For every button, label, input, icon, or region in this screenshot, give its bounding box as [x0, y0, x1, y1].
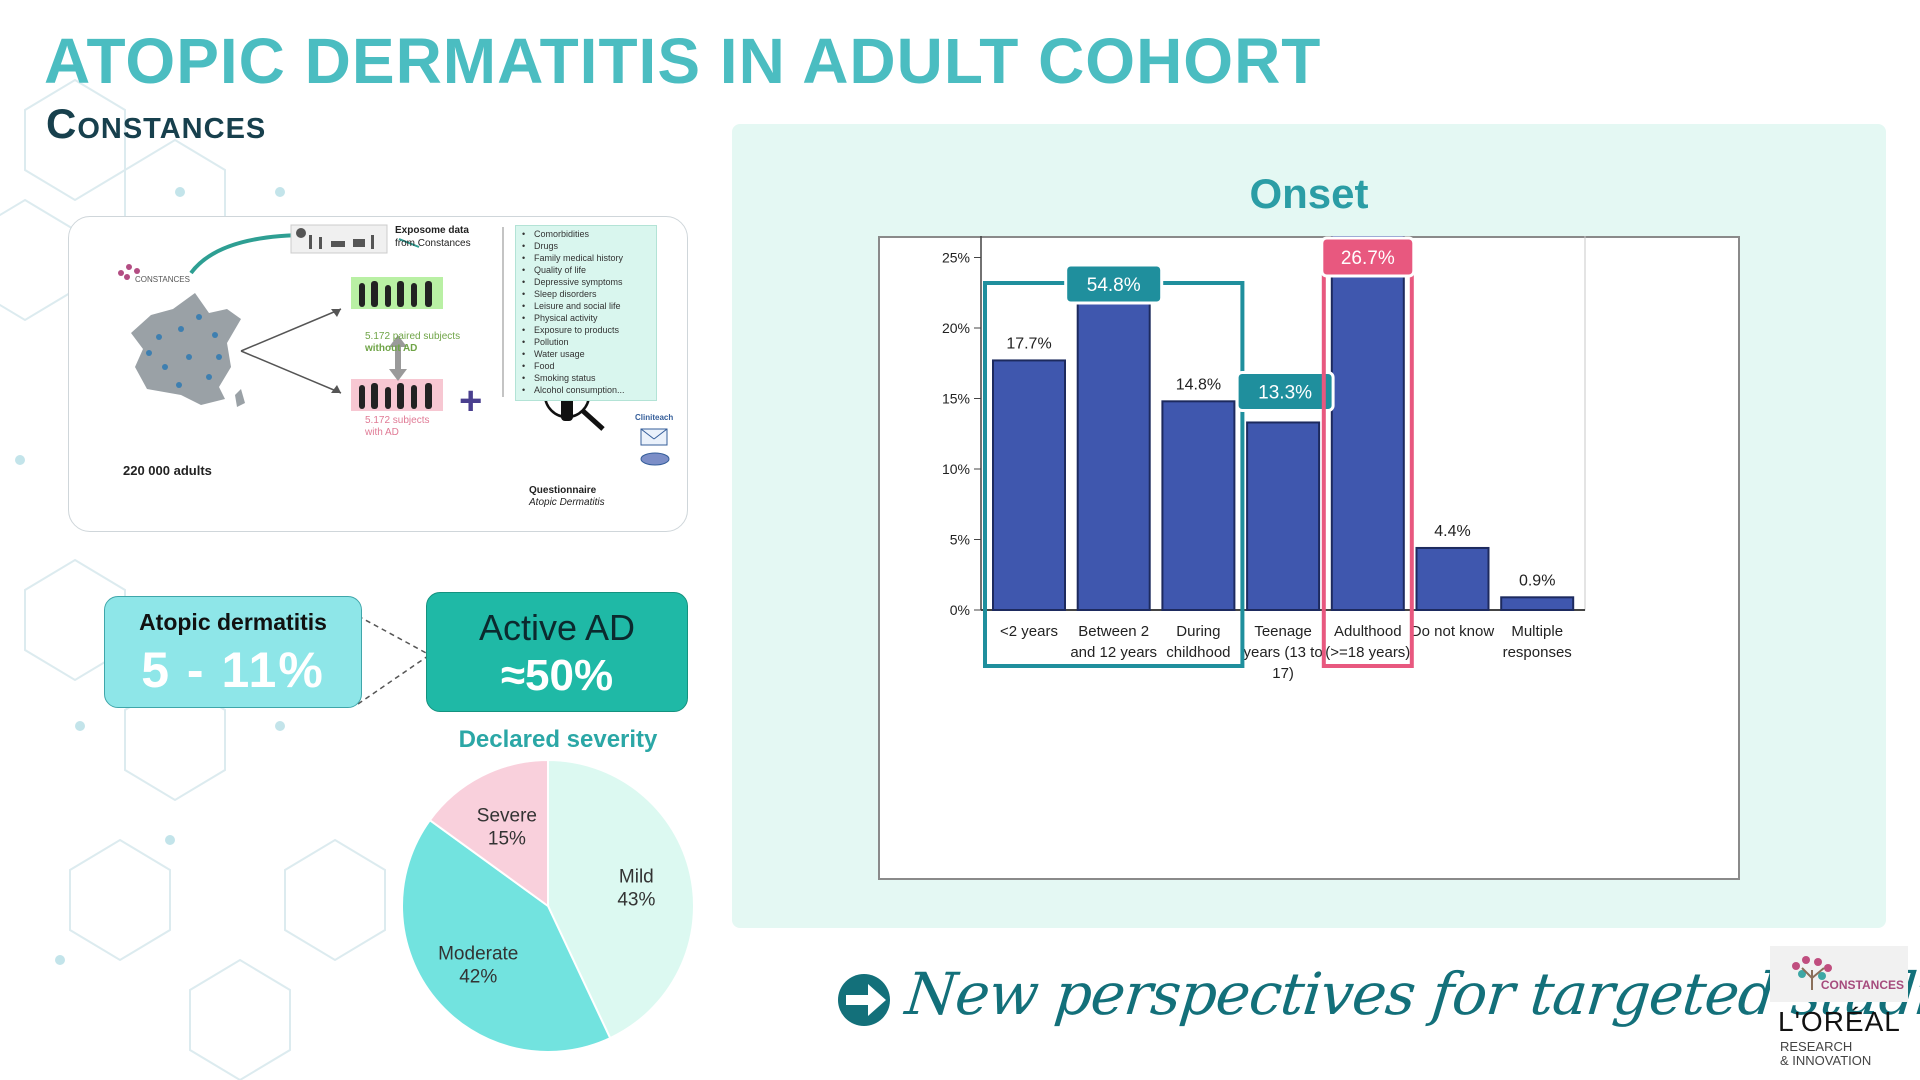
factor-item: Pollution: [522, 336, 650, 348]
plus-sign: +: [459, 379, 483, 423]
factor-item: Quality of life: [522, 264, 650, 276]
factor-item: Family medical history: [522, 252, 650, 264]
group-total-label: 54.8%: [1087, 275, 1141, 296]
adults-label: 220 000 adults: [123, 463, 212, 478]
curved-arrow-icon: [189, 233, 310, 275]
questionnaire-subtitle: Atopic Dermatitis: [529, 497, 605, 508]
y-tick-label: 0%: [950, 602, 970, 618]
bar: [1161, 400, 1236, 611]
severity-pie-chart: Mild 43% Moderate 42% Severe 15%: [401, 758, 695, 1053]
exposome-title: Exposome data: [395, 225, 469, 236]
bar: [1500, 596, 1575, 611]
pie-slice: [401, 818, 612, 1053]
constances-logo: CONSTANCES: [1770, 946, 1908, 1002]
bar: [992, 359, 1066, 612]
constances-logo-text: CONSTANCES: [1820, 978, 1904, 992]
pie-label: Moderate 42%: [438, 944, 518, 988]
factor-item: Food: [522, 360, 650, 372]
factor-item: Depressive symptoms: [522, 276, 650, 288]
factor-item: Comorbidities: [522, 228, 650, 240]
group-total-badge: [1235, 370, 1335, 412]
kpi-label: Active AD: [478, 607, 636, 648]
factor-item: Sleep disorders: [522, 288, 650, 300]
research-innovation-label: RESEARCH & INNOVATION: [1780, 1040, 1871, 1068]
atopic-dermatitis-kpi: Atopic dermatitis 5 - 11%: [104, 596, 362, 708]
questionnaire-title: Questionnaire: [529, 485, 597, 496]
kpi-connector-lines: [358, 616, 429, 705]
with-ad-label: with AD: [365, 427, 399, 438]
y-tick-label: 5%: [950, 532, 970, 548]
constances-label: CONSTANCES: [135, 275, 190, 284]
bar: [1246, 421, 1321, 611]
y-tick-label: 20%: [942, 320, 970, 336]
factor-item: Smoking status: [522, 372, 650, 384]
bar: [1330, 236, 1405, 612]
group-total-badge: [1320, 236, 1416, 278]
pie-label: Mild 43%: [617, 866, 655, 910]
x-tick-label: <2 years: [1000, 623, 1058, 640]
data-label: 17.7%: [1006, 335, 1051, 352]
email-icon: [640, 428, 668, 446]
factor-item: Alcohol consumption...: [522, 384, 650, 396]
bar: [1076, 294, 1151, 611]
x-tick-label: Teenage years (13 to 17): [1243, 623, 1322, 682]
kpi-label: Atopic dermatitis: [139, 609, 327, 635]
phone-icon: [640, 452, 670, 466]
data-label: 4.4%: [1434, 523, 1470, 540]
bar: [1415, 546, 1490, 611]
without-ad-label: without AD: [365, 343, 418, 354]
factor-item: Physical activity: [522, 312, 650, 324]
exposome-factors-list: Comorbidities Drugs Family medical histo…: [515, 225, 657, 401]
group-total-badge: [1064, 263, 1164, 305]
study-diagram-card: Exposome data from Constances CONSTANCES…: [68, 216, 688, 532]
tree-icon: [1792, 956, 1832, 990]
factor-item: Water usage: [522, 348, 650, 360]
exposome-subtitle: from Constances: [395, 238, 471, 249]
kpi-value: 5 - 11%: [141, 642, 325, 698]
pie-slice: [428, 758, 549, 908]
onset-bar-chart: 0%5%10%15%20%25%17.7%22.3%14.8%4.4%0.9%<…: [942, 236, 1586, 682]
x-tick-label: During childhood: [1166, 623, 1230, 661]
loreal-logo: L'ORÉAL: [1778, 1006, 1901, 1037]
with-ad-count: 5.172 subjects: [365, 415, 430, 426]
group-total-label: 13.3%: [1258, 382, 1312, 403]
onset-title: Onset: [1249, 170, 1369, 217]
factor-item: Drugs: [522, 240, 650, 252]
severity-title: Declared severity: [458, 726, 658, 753]
pie-label: Severe 15%: [477, 805, 537, 849]
kpi-value: ≈50%: [500, 651, 614, 700]
group-total-label: 26.7%: [1341, 248, 1395, 269]
page-title: ATOPIC DERMATITIS IN ADULT COHORT: [44, 25, 1322, 97]
x-tick-label: Multiple responses: [1503, 623, 1572, 661]
arrow-right-icon: [838, 974, 890, 1026]
data-label: 14.8%: [1176, 376, 1221, 393]
factor-item: Leisure and social life: [522, 300, 650, 312]
without-ad-count: 5.172 paired subjects: [365, 331, 461, 342]
y-tick-label: 15%: [942, 391, 970, 407]
double-arrow-icon: [389, 335, 407, 381]
ri-line-2: & INNOVATION: [1780, 1053, 1872, 1068]
y-tick-label: 10%: [942, 461, 970, 477]
partner-label: Cliniteach: [635, 413, 674, 422]
page-subtitle: Constances: [46, 100, 267, 147]
france-map-icon: [131, 293, 241, 405]
tagline: New perspectives for targeted studies: [902, 960, 1920, 1028]
data-label: 0.9%: [1519, 572, 1555, 589]
x-tick-label: Adulthood (>=18 years): [1325, 623, 1410, 661]
x-tick-label: Between 2 and 12 years: [1070, 623, 1157, 661]
y-tick-label: 25%: [942, 250, 970, 266]
ri-line-1: RESEARCH: [1780, 1039, 1853, 1054]
constances-mini-logo: [118, 264, 140, 280]
pie-slice: [547, 758, 695, 1040]
factor-item: Exposure to products: [522, 324, 650, 336]
active-ad-kpi: Active AD ≈50%: [426, 592, 688, 712]
x-tick-label: Do not know: [1411, 623, 1495, 640]
